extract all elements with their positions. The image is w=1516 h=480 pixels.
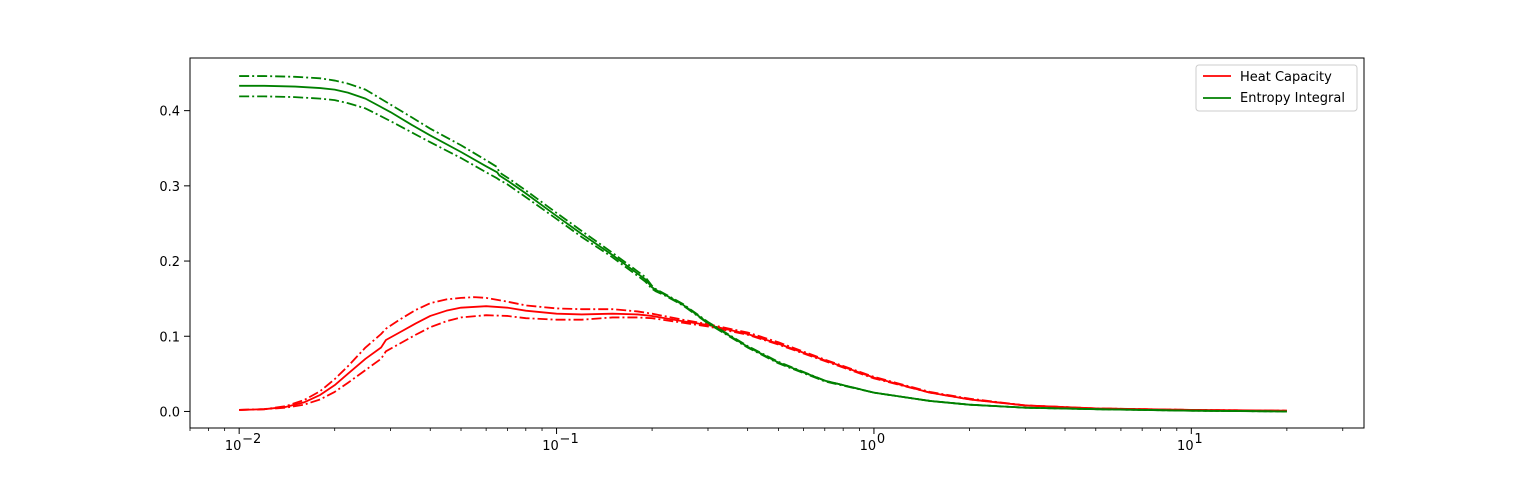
x-tick-exponent: 0 — [877, 432, 885, 447]
y-axis: 0.0 0.1 0.2 0.3 0.4 — [159, 105, 190, 420]
series-line-5 — [239, 95, 1287, 413]
x-tick-exponent: 1 — [1194, 432, 1202, 447]
y-tick-label: 0.0 — [159, 405, 180, 420]
legend: Heat Capacity Entropy Integral — [1195, 64, 1358, 112]
x-tick-label: 10 — [542, 439, 559, 454]
series-line-1 — [239, 296, 1287, 412]
y-tick-label: 0.1 — [159, 330, 180, 345]
x-axis: 10 −2 10 −1 10 0 10 1 — [189, 428, 1344, 454]
y-tick-label: 0.3 — [159, 180, 180, 195]
plot-frame — [189, 57, 1365, 429]
x-tick-label: 10 — [1177, 439, 1194, 454]
legend-box — [1195, 64, 1358, 112]
series-layer — [239, 75, 1287, 413]
x-tick-label: 10 — [225, 439, 242, 454]
legend-label-entropy-integral: Entropy Integral — [1240, 91, 1345, 106]
series-line-2 — [239, 314, 1287, 412]
x-tick-label: 10 — [860, 439, 877, 454]
y-tick-label: 0.4 — [159, 105, 180, 120]
x-tick-exponent: −1 — [560, 432, 579, 447]
y-tick-label: 0.2 — [159, 255, 180, 270]
plot-area — [190, 58, 1364, 428]
legend-label-heat-capacity: Heat Capacity — [1240, 70, 1332, 85]
x-tick-exponent: −2 — [242, 432, 261, 447]
